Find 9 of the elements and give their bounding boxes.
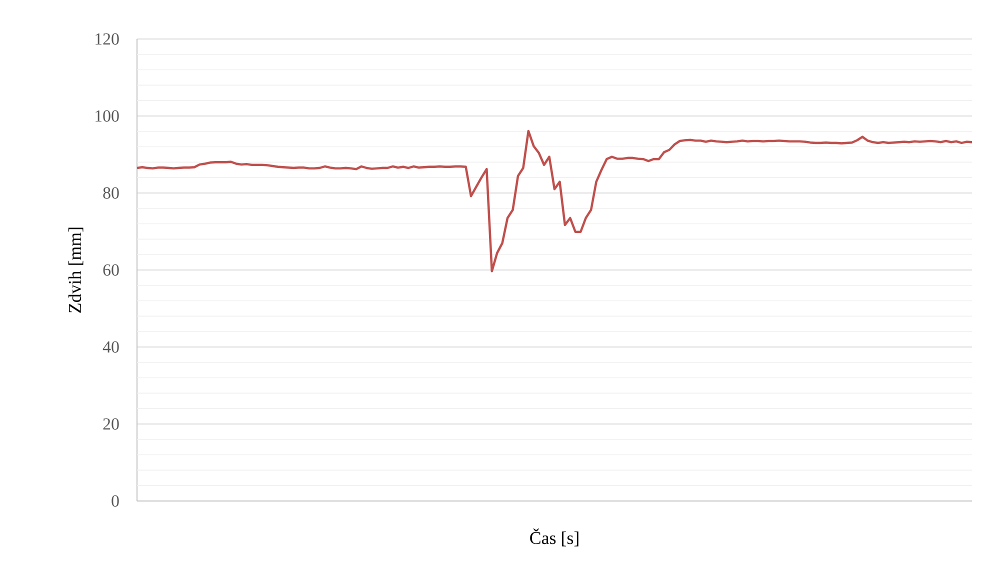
y-tick-label: 20 (103, 418, 119, 430)
y-tick-label: 80 (103, 187, 119, 199)
y-tick-label: 60 (103, 264, 119, 276)
y-axis-title: Zdvih [mm] (68, 228, 84, 313)
y-tick-label: 120 (96, 33, 119, 45)
y-tick-label: 0 (112, 495, 119, 507)
x-axis-title: Čas [s] (530, 528, 578, 546)
y-tick-label: 40 (102, 341, 119, 353)
y-tick-label: 100 (96, 110, 119, 122)
